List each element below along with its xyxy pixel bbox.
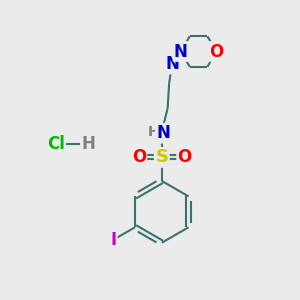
Text: N: N bbox=[165, 55, 179, 73]
Text: Cl: Cl bbox=[47, 135, 65, 153]
Text: N: N bbox=[156, 124, 170, 142]
Text: O: O bbox=[178, 148, 192, 166]
Text: H: H bbox=[82, 135, 96, 153]
Text: H: H bbox=[148, 125, 159, 139]
Text: O: O bbox=[132, 148, 146, 166]
Text: N: N bbox=[174, 43, 188, 61]
Text: O: O bbox=[209, 43, 224, 61]
Text: S: S bbox=[155, 148, 168, 166]
Text: I: I bbox=[110, 231, 116, 249]
